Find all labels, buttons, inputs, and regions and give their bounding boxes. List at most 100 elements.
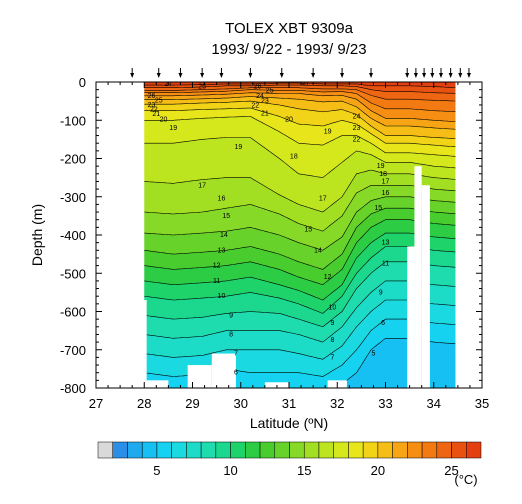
colorbar-swatch: [377, 441, 393, 459]
y-tick-label: -500: [60, 266, 86, 281]
no-data-region: [421, 185, 430, 388]
colorbar-swatch: [112, 441, 128, 459]
station-marker: [178, 68, 183, 78]
colorbar-swatch: [392, 441, 408, 459]
x-tick-label: 32: [330, 396, 344, 411]
isotherm-label: 6: [381, 320, 385, 327]
colorbar-swatch: [289, 441, 305, 459]
colorbar: 5 10 15 20 25: [97, 441, 482, 478]
isotherm-label: 20: [285, 116, 293, 123]
colorbar-swatch: [200, 441, 217, 459]
y-tick-label: -700: [60, 343, 86, 358]
x-tick-label: 31: [282, 396, 296, 411]
isotherm-label: 15: [374, 205, 382, 212]
station-marker: [219, 68, 224, 78]
colorbar-swatch: [127, 441, 143, 459]
no-data-region: [407, 246, 415, 388]
colorbar-swatch: [230, 441, 246, 459]
isotherm-label: 21: [152, 111, 160, 118]
isotherm-line: [96, 116, 482, 157]
colorbar-swatch: [259, 441, 276, 459]
y-tick-label: -200: [60, 152, 86, 167]
colorbar-swatch: [303, 441, 320, 459]
isotherm-label: 20: [160, 116, 168, 123]
colorbar-swatch: [97, 441, 113, 459]
colorbar-tick-label: 20: [371, 463, 385, 478]
colorbar-tick-label: 25: [444, 463, 458, 478]
isotherm-label: 9: [330, 320, 334, 327]
isotherm-line: [96, 107, 482, 148]
isotherm-label: 19: [234, 144, 242, 151]
colorbar-swatch: [141, 441, 158, 459]
colorbar-tick-label: 10: [223, 463, 237, 478]
station-marker: [248, 68, 253, 78]
isotherm-label: 5: [371, 351, 375, 358]
isotherm-label: 10: [218, 293, 226, 300]
station-marker: [156, 68, 161, 78]
x-axis: 27 28 29 30 31 32 33 34 35: [89, 82, 489, 411]
no-data-region: [414, 166, 422, 388]
y-tick-label: -300: [60, 190, 86, 205]
station-marker: [422, 68, 427, 78]
y-axis-label: Depth (m): [29, 204, 45, 266]
x-tick-label: 29: [185, 396, 199, 411]
colorbar-swatch: [215, 441, 231, 459]
colorbar-swatch: [186, 441, 202, 459]
isotherm-label: 7: [330, 354, 334, 361]
y-tick-label: -100: [60, 113, 86, 128]
isotherm-label: 19: [377, 163, 385, 170]
station-marker: [438, 68, 443, 78]
isotherm-label: 15: [222, 213, 230, 220]
temperature-band: [96, 338, 482, 388]
colorbar-swatch: [466, 441, 482, 459]
x-tick-label: 34: [427, 396, 441, 411]
colorbar-swatch: [245, 441, 261, 459]
isotherm-label: 9: [379, 289, 383, 296]
isotherm-label: 23: [148, 102, 156, 109]
isotherm-label: 18: [290, 154, 298, 161]
station-marker: [279, 68, 284, 78]
colorbar-swatch: [436, 441, 452, 459]
isotherm-label: 13: [382, 240, 390, 247]
x-tick-label: 28: [137, 396, 151, 411]
colorbar-swatch: [171, 441, 187, 459]
station-marker: [430, 68, 435, 78]
isotherm-label: 22: [353, 136, 361, 143]
colorbar-swatch: [156, 441, 172, 459]
colorbar-tick-label: 15: [297, 463, 311, 478]
isotherm-label: 26: [148, 93, 156, 100]
y-tick-label: -800: [60, 381, 86, 396]
isotherm-label: 12: [324, 274, 332, 281]
station-marker: [311, 68, 316, 78]
chart-subtitle: 1993/ 9/22 - 1993/ 9/23: [211, 41, 366, 58]
station-marker: [466, 68, 471, 78]
isotherm-label: 24: [353, 113, 361, 120]
station-marker: [405, 68, 410, 78]
x-tick-label: 33: [378, 396, 392, 411]
isotherm-label: 17: [319, 196, 327, 203]
colorbar-swatch: [451, 441, 467, 459]
station-marker: [448, 68, 453, 78]
isotherm-label: 23: [353, 125, 361, 132]
station-marker: [340, 68, 345, 78]
isotherm-label: 16: [382, 190, 390, 197]
isotherm-label: 11: [382, 261, 389, 268]
isotherm-label: 22: [150, 107, 158, 114]
station-marker: [369, 68, 374, 78]
isotherm-line: [96, 92, 482, 123]
colorbar-swatch: [407, 441, 423, 459]
isotherm-labels: 2625232221201927262726252423222120191918…: [148, 80, 390, 377]
isotherm-label: 13: [218, 247, 226, 254]
plot-area: 2625232221201927262726252423222120191918…: [96, 80, 482, 388]
station-marker: [130, 68, 135, 78]
colorbar-swatch: [348, 441, 364, 459]
isotherm-label: 9: [229, 312, 233, 319]
x-tick-label: 27: [89, 396, 103, 411]
colorbar-swatch: [318, 441, 334, 459]
isotherm-label: 25: [155, 97, 163, 104]
y-axis: 0 -100 -200 -300 -400 -500 -600 -700 -800: [60, 75, 482, 396]
colorbar-tick-label: 5: [153, 463, 160, 478]
no-data-region: [144, 380, 169, 388]
isotherm-label: 27: [302, 80, 310, 87]
isotherm-label: 6: [234, 370, 238, 377]
